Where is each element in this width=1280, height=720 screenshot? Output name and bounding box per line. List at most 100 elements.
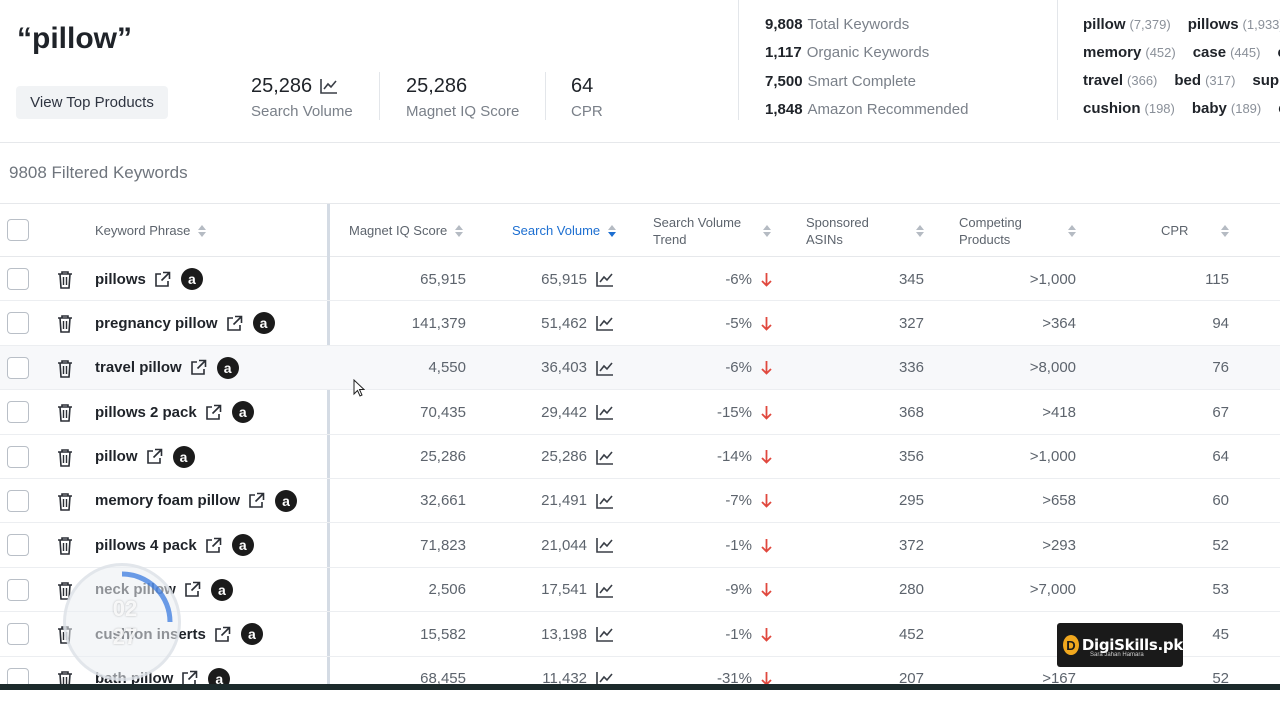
external-link-icon[interactable] bbox=[226, 315, 243, 332]
word-cloud-item[interactable]: cushion (198) bbox=[1083, 100, 1175, 117]
column-keyword-phrase[interactable]: Keyword Phrase bbox=[95, 204, 207, 257]
amazon-icon[interactable]: a bbox=[210, 578, 233, 601]
external-link-icon[interactable] bbox=[146, 448, 163, 465]
trash-icon[interactable] bbox=[56, 536, 74, 556]
row-checkbox[interactable] bbox=[7, 268, 29, 290]
competing-products-cell: >658 bbox=[1042, 492, 1076, 510]
word-cloud-item[interactable]: travel (366) bbox=[1083, 72, 1157, 89]
word-cloud-item[interactable]: bed (317) bbox=[1174, 72, 1235, 89]
amazon-icon[interactable]: a bbox=[252, 312, 275, 335]
search-volume-trend-cell: -1% bbox=[650, 523, 772, 567]
word-cloud-item[interactable]: baby (189) bbox=[1192, 100, 1261, 117]
trash-icon[interactable] bbox=[56, 492, 74, 511]
keyword-phrase[interactable]: pillow bbox=[95, 448, 138, 466]
arrow-down-icon bbox=[761, 538, 772, 553]
row-checkbox[interactable] bbox=[7, 623, 29, 646]
search-volume-cell: 25,286 bbox=[490, 435, 614, 479]
row-checkbox[interactable] bbox=[7, 356, 29, 379]
table-row[interactable]: pillows 2 pack a 70,435 29,442 -15% 368 >418 67 bbox=[0, 390, 1280, 435]
word-cloud-item[interactable]: e bbox=[1278, 100, 1280, 117]
trend-chart-icon[interactable] bbox=[596, 360, 614, 376]
row-checkbox[interactable] bbox=[7, 534, 29, 557]
mouse-cursor-icon bbox=[353, 379, 365, 397]
table-header: Keyword Phrase Magnet IQ Score Search Vo… bbox=[0, 204, 1280, 257]
amazon-icon[interactable]: a bbox=[208, 667, 231, 685]
word-cloud-item[interactable]: memory (452) bbox=[1083, 44, 1176, 61]
amazon-icon[interactable]: a bbox=[180, 268, 203, 290]
external-link-icon[interactable] bbox=[205, 537, 222, 554]
trend-chart-icon[interactable] bbox=[596, 537, 614, 554]
row-checkbox[interactable] bbox=[7, 667, 29, 685]
external-link-icon[interactable] bbox=[184, 581, 201, 598]
video-progress-bar bbox=[0, 684, 1280, 690]
row-checkbox[interactable] bbox=[7, 401, 29, 424]
watermark-subtitle: Sara Jahan Hamara bbox=[1090, 652, 1144, 658]
trend-chart-icon[interactable] bbox=[320, 78, 338, 94]
external-link-icon[interactable] bbox=[248, 492, 265, 509]
keyword-phrase[interactable]: memory foam pillow bbox=[95, 492, 241, 510]
column-search-volume-trend[interactable]: Search Volume Trend bbox=[653, 204, 771, 257]
trend-chart-icon[interactable] bbox=[596, 315, 614, 332]
trend-chart-icon[interactable] bbox=[596, 493, 614, 509]
arrow-down-icon bbox=[761, 272, 772, 287]
trend-chart-icon[interactable] bbox=[596, 449, 614, 465]
keyword-phrase[interactable]: pillows 2 pack bbox=[95, 403, 197, 421]
column-magnet-iq-score[interactable]: Magnet IQ Score bbox=[349, 204, 464, 257]
sort-icon bbox=[198, 224, 207, 237]
row-checkbox[interactable] bbox=[7, 312, 29, 335]
table-row[interactable]: pregnancy pillow a 141,379 51,462 -5% 327 >364… bbox=[0, 301, 1280, 346]
trend-chart-icon[interactable] bbox=[596, 582, 614, 598]
keyword-phrase[interactable]: pregnancy pillow bbox=[95, 314, 218, 332]
column-cpr[interactable]: CPR bbox=[1161, 204, 1229, 257]
keyword-phrase[interactable]: pillows 4 pack bbox=[95, 536, 197, 554]
keyword-phrase[interactable]: travel pillow bbox=[95, 359, 182, 377]
column-competing-products[interactable]: Competing Products bbox=[959, 204, 1076, 257]
amazon-icon[interactable]: a bbox=[231, 401, 254, 424]
table-row[interactable]: pillow a 25,286 25,286 -14% 356 >1,000 64 bbox=[0, 435, 1280, 479]
table-row[interactable]: pillows 4 pack a 71,823 21,044 -1% 372 >293 52 bbox=[0, 523, 1280, 568]
word-cloud-count: (7,379) bbox=[1129, 16, 1171, 32]
amazon-icon[interactable]: a bbox=[172, 445, 195, 468]
trend-chart-icon[interactable] bbox=[596, 671, 614, 685]
word-cloud-item[interactable]: e bbox=[1277, 44, 1280, 61]
trash-icon[interactable] bbox=[56, 581, 74, 600]
word-cloud-item[interactable]: case (445) bbox=[1193, 44, 1261, 61]
sponsored-asins-cell: 356 bbox=[898, 448, 924, 466]
view-top-products-button[interactable]: View Top Products bbox=[16, 86, 168, 119]
trash-icon[interactable] bbox=[56, 314, 74, 334]
table-row[interactable]: memory foam pillow a 32,661 21,491 -7% 295 >65… bbox=[0, 479, 1280, 524]
keyword-phrase[interactable]: pillows bbox=[95, 270, 146, 288]
row-checkbox[interactable] bbox=[7, 489, 29, 512]
amazon-icon[interactable]: a bbox=[231, 534, 254, 557]
external-link-icon[interactable] bbox=[190, 359, 207, 376]
trash-icon[interactable] bbox=[56, 270, 74, 289]
row-checkbox[interactable] bbox=[7, 445, 29, 468]
word-cloud-item[interactable]: sup bbox=[1252, 72, 1279, 89]
trash-icon[interactable] bbox=[56, 670, 74, 685]
search-volume-trend-cell: -6% bbox=[650, 257, 772, 301]
column-sponsored-asins[interactable]: Sponsored ASINs bbox=[806, 204, 924, 257]
table-row[interactable]: pillows a 65,915 65,915 -6% 345 >1,000 115 bbox=[0, 257, 1280, 302]
trash-icon[interactable] bbox=[56, 448, 74, 467]
amazon-icon[interactable]: a bbox=[216, 356, 239, 379]
amazon-icon[interactable]: a bbox=[275, 489, 298, 512]
row-checkbox[interactable] bbox=[7, 578, 29, 601]
external-link-icon[interactable] bbox=[214, 626, 231, 643]
table-row[interactable]: travel pillow a 4,550 36,403 -6% 336 >8,000 76 bbox=[0, 345, 1280, 391]
trend-chart-icon[interactable] bbox=[596, 271, 614, 287]
external-link-icon[interactable] bbox=[154, 271, 171, 288]
trend-chart-icon[interactable] bbox=[596, 404, 614, 420]
frozen-column-divider[interactable] bbox=[327, 204, 330, 685]
select-all-checkbox[interactable] bbox=[7, 219, 29, 241]
column-search-volume[interactable]: Search Volume bbox=[512, 204, 617, 257]
trend-chart-icon[interactable] bbox=[596, 626, 614, 642]
trash-icon[interactable] bbox=[56, 359, 74, 378]
arrow-down-icon bbox=[761, 627, 772, 642]
word-cloud-item[interactable]: pillow (7,379) bbox=[1083, 16, 1171, 33]
external-link-icon[interactable] bbox=[181, 670, 198, 685]
amazon-icon[interactable]: a bbox=[240, 623, 263, 646]
word-cloud-item[interactable]: pillows (1,933) bbox=[1188, 16, 1280, 33]
external-link-icon[interactable] bbox=[205, 404, 222, 421]
trash-icon[interactable] bbox=[56, 403, 74, 422]
